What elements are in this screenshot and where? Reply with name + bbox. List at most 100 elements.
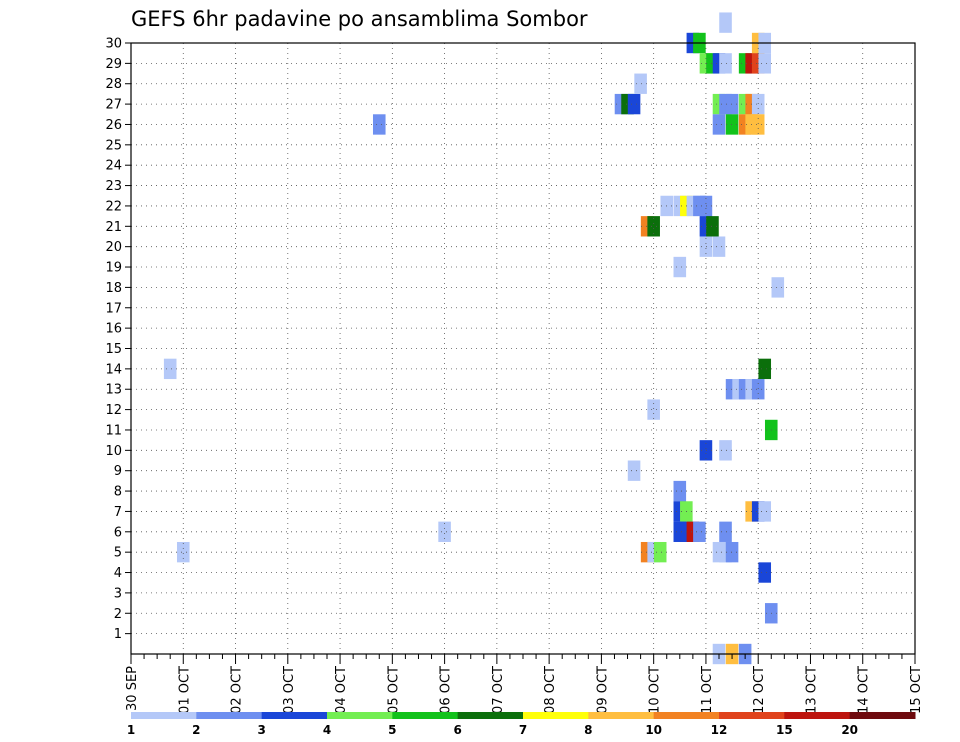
x-tick-label: 13 OCT — [804, 666, 819, 714]
colorbar-label: 3 — [257, 723, 265, 737]
heatmap-cell — [372, 114, 386, 135]
x-tick-label: 12 OCT — [752, 666, 767, 714]
y-tick-label: 23 — [105, 179, 122, 194]
y-tick-label: 24 — [105, 159, 122, 174]
y-tick-label: 18 — [105, 281, 122, 296]
x-axis: 30 SEP 01 OCT 02 OCT 03 OCT 04 OCT 05 OCT 06 O… — [125, 654, 924, 714]
y-tick-label: 9 — [114, 464, 122, 479]
x-tick-label: 15 OCT — [909, 666, 924, 714]
y-tick-label: 28 — [105, 77, 122, 92]
x-tick-label: 08 OCT — [543, 666, 558, 714]
x-tick-label: 04 OCT — [334, 666, 349, 714]
y-axis: 1234567891011121314151617181920212223242… — [105, 37, 131, 642]
colorbar-swatch — [588, 712, 655, 719]
colorbar-label: 15 — [776, 723, 793, 737]
heatmap-cell — [176, 541, 190, 563]
y-tick-label: 19 — [105, 261, 122, 276]
colorbar-swatch — [196, 712, 263, 719]
heatmap-cell — [719, 440, 732, 461]
heatmap-cell — [699, 195, 713, 217]
x-tick-label: 01 OCT — [177, 666, 192, 714]
y-tick-label: 10 — [105, 444, 122, 459]
heatmap-cell — [751, 379, 765, 400]
colorbar-swatch — [327, 712, 393, 719]
x-tick-label: 09 OCT — [595, 666, 610, 714]
x-tick-label: 14 OCT — [857, 666, 872, 714]
heatmap-cell — [712, 114, 726, 135]
x-tick-label: 02 OCT — [230, 666, 245, 714]
y-tick-label: 25 — [105, 138, 122, 153]
heatmap-cell — [163, 358, 177, 380]
y-tick-label: 21 — [105, 220, 122, 235]
colorbar-swatch — [719, 712, 785, 719]
colorbar-swatch — [131, 712, 197, 719]
colorbar-swatch — [653, 712, 720, 719]
heatmap-cell — [673, 256, 687, 278]
y-tick-label: 16 — [105, 322, 122, 337]
colorbar-label: 1 — [127, 723, 135, 737]
heatmap-cell — [725, 114, 739, 135]
colorbar-label: 12 — [711, 723, 728, 737]
y-tick-label: 1 — [114, 627, 122, 642]
chart-title: GEFS 6hr padavine po ansamblima Sombor — [131, 7, 588, 31]
y-tick-label: 6 — [114, 525, 122, 540]
y-tick-label: 5 — [114, 546, 122, 561]
x-tick-label: 06 OCT — [439, 666, 454, 714]
heatmap-cell — [725, 541, 739, 563]
y-tick-label: 14 — [105, 362, 122, 377]
y-tick-label: 29 — [105, 57, 122, 72]
heatmap-cell — [771, 277, 785, 298]
heatmap-cell — [758, 53, 772, 74]
y-tick-label: 13 — [105, 383, 122, 398]
heatmap-cell — [647, 216, 660, 237]
heatmap-cell — [758, 501, 772, 522]
heatmap-cell — [627, 460, 641, 481]
heatmap-cell — [627, 93, 641, 115]
colorbar-label: 5 — [388, 723, 396, 737]
x-tick-label: 05 OCT — [386, 666, 401, 714]
colorbar-label: 6 — [453, 723, 461, 737]
y-tick-label: 27 — [105, 98, 122, 113]
y-tick-label: 20 — [105, 240, 122, 255]
y-tick-label: 7 — [114, 505, 122, 520]
x-tick-label: 03 OCT — [282, 666, 297, 714]
heatmap-cell — [653, 541, 667, 563]
colorbar-label: 10 — [645, 723, 662, 737]
colorbar-swatch — [392, 712, 459, 719]
x-tick-label: 30 SEP — [125, 666, 140, 711]
y-tick-label: 30 — [105, 37, 122, 52]
y-tick-label: 26 — [105, 118, 122, 133]
heatmap-cell — [719, 521, 732, 542]
x-tick-label: 11 OCT — [700, 666, 715, 714]
heatmap-cell — [673, 480, 687, 502]
x-tick-label: 10 OCT — [648, 666, 663, 714]
colorbar-swatch — [523, 712, 589, 719]
heatmap-cell — [647, 399, 660, 420]
heatmap-cell — [634, 73, 647, 94]
x-tick-label: 07 OCT — [491, 666, 506, 714]
heatmap-cell — [693, 521, 706, 542]
y-tick-label: 3 — [114, 586, 122, 601]
heatmap-cell — [438, 521, 451, 542]
y-tick-label: 8 — [114, 485, 122, 500]
heatmap-cell — [699, 440, 713, 461]
heatmap-cell — [751, 114, 765, 135]
colorbar-label: 8 — [584, 723, 592, 737]
colorbar-label: 4 — [323, 723, 331, 737]
heatmap-cells — [163, 12, 785, 665]
heatmap-cell — [699, 236, 713, 257]
y-tick-label: 17 — [105, 301, 122, 316]
colorbar-swatch — [784, 712, 851, 719]
heatmap-cell — [712, 236, 726, 257]
colorbar-swatch — [849, 712, 916, 719]
y-tick-label: 12 — [105, 403, 122, 418]
grid-lines — [131, 42, 915, 654]
plot-frame — [130, 42, 916, 655]
heatmap-cell — [751, 93, 765, 115]
colorbar: 1 2 3 4 5 6 7 8 10 12 15 20 — [127, 712, 916, 737]
colorbar-label: 20 — [841, 723, 858, 737]
y-tick-label: 4 — [114, 566, 122, 581]
heatmap-cell — [719, 12, 732, 33]
heatmap-cell — [725, 93, 739, 115]
